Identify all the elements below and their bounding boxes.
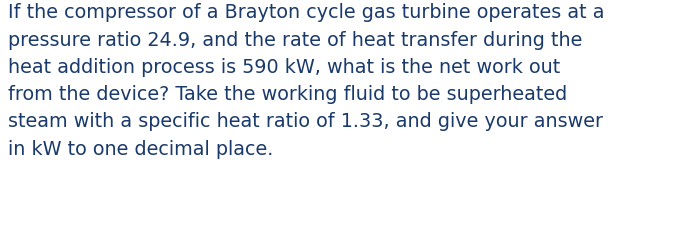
Text: If the compressor of a Brayton cycle gas turbine operates at a
pressure ratio 24: If the compressor of a Brayton cycle gas… [8,3,604,158]
